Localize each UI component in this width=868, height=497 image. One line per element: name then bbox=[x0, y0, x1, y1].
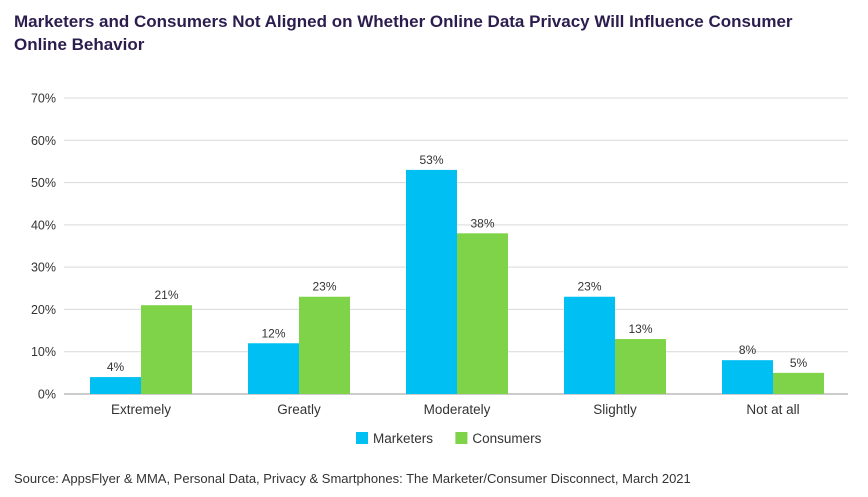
legend-swatch-consumers bbox=[455, 432, 468, 444]
bar-marketers bbox=[722, 360, 773, 394]
legend-swatch-marketers bbox=[356, 432, 368, 444]
y-tick-label: 0% bbox=[38, 388, 56, 402]
legend-label: Marketers bbox=[373, 431, 433, 446]
data-label: 8% bbox=[739, 343, 757, 357]
legend-label: Consumers bbox=[472, 431, 541, 446]
data-labels: 4% 21% 12% 23% 53% 38% 23% 13% 8% 5% bbox=[107, 153, 808, 374]
x-tick-label: Extremely bbox=[111, 402, 171, 417]
y-tick-label: 30% bbox=[31, 261, 56, 275]
y-tick-label: 40% bbox=[31, 218, 56, 232]
data-label: 23% bbox=[577, 280, 601, 294]
data-label: 5% bbox=[790, 356, 808, 370]
legend: Marketers Consumers bbox=[356, 431, 542, 446]
x-tick-label: Greatly bbox=[277, 402, 321, 417]
chart-title: Marketers and Consumers Not Aligned on W… bbox=[14, 12, 793, 54]
x-tick-label: Slightly bbox=[593, 402, 637, 417]
bar-consumers bbox=[773, 372, 824, 394]
bar-consumers bbox=[457, 233, 508, 394]
bar-marketers bbox=[248, 343, 299, 394]
bar-consumers bbox=[299, 296, 350, 394]
bar-consumers bbox=[615, 339, 666, 394]
data-label: 12% bbox=[261, 326, 285, 340]
y-tick-label: 60% bbox=[31, 134, 56, 148]
data-label: 53% bbox=[419, 153, 443, 167]
y-tick-label: 10% bbox=[31, 345, 56, 359]
bar-consumers bbox=[141, 305, 192, 394]
data-label: 13% bbox=[628, 322, 652, 336]
data-label: 23% bbox=[312, 280, 336, 294]
source-note: Source: AppsFlyer & MMA, Personal Data, … bbox=[14, 471, 691, 486]
x-tick-label: Moderately bbox=[424, 402, 491, 417]
bar-marketers bbox=[406, 169, 457, 394]
y-tick-label: 20% bbox=[31, 303, 56, 317]
y-tick-label: 50% bbox=[31, 176, 56, 190]
data-label: 38% bbox=[470, 216, 494, 230]
y-tick-label: 70% bbox=[31, 92, 56, 106]
data-label: 21% bbox=[154, 288, 178, 302]
bar-chart: 0% 10% 20% 30% 40% 50% 60% 70% 4% 21% 12% 23% 53% 38… bbox=[31, 92, 848, 446]
grid-lines bbox=[64, 97, 848, 395]
bar-marketers bbox=[564, 296, 615, 394]
y-axis: 0% 10% 20% 30% 40% 50% 60% 70% bbox=[31, 92, 56, 402]
bar-marketers bbox=[90, 377, 141, 394]
x-axis: Extremely Greatly Moderately Slightly Not at… bbox=[111, 402, 800, 417]
data-label: 4% bbox=[107, 360, 125, 374]
x-tick-label: Not at all bbox=[746, 402, 799, 417]
bars bbox=[90, 169, 824, 394]
